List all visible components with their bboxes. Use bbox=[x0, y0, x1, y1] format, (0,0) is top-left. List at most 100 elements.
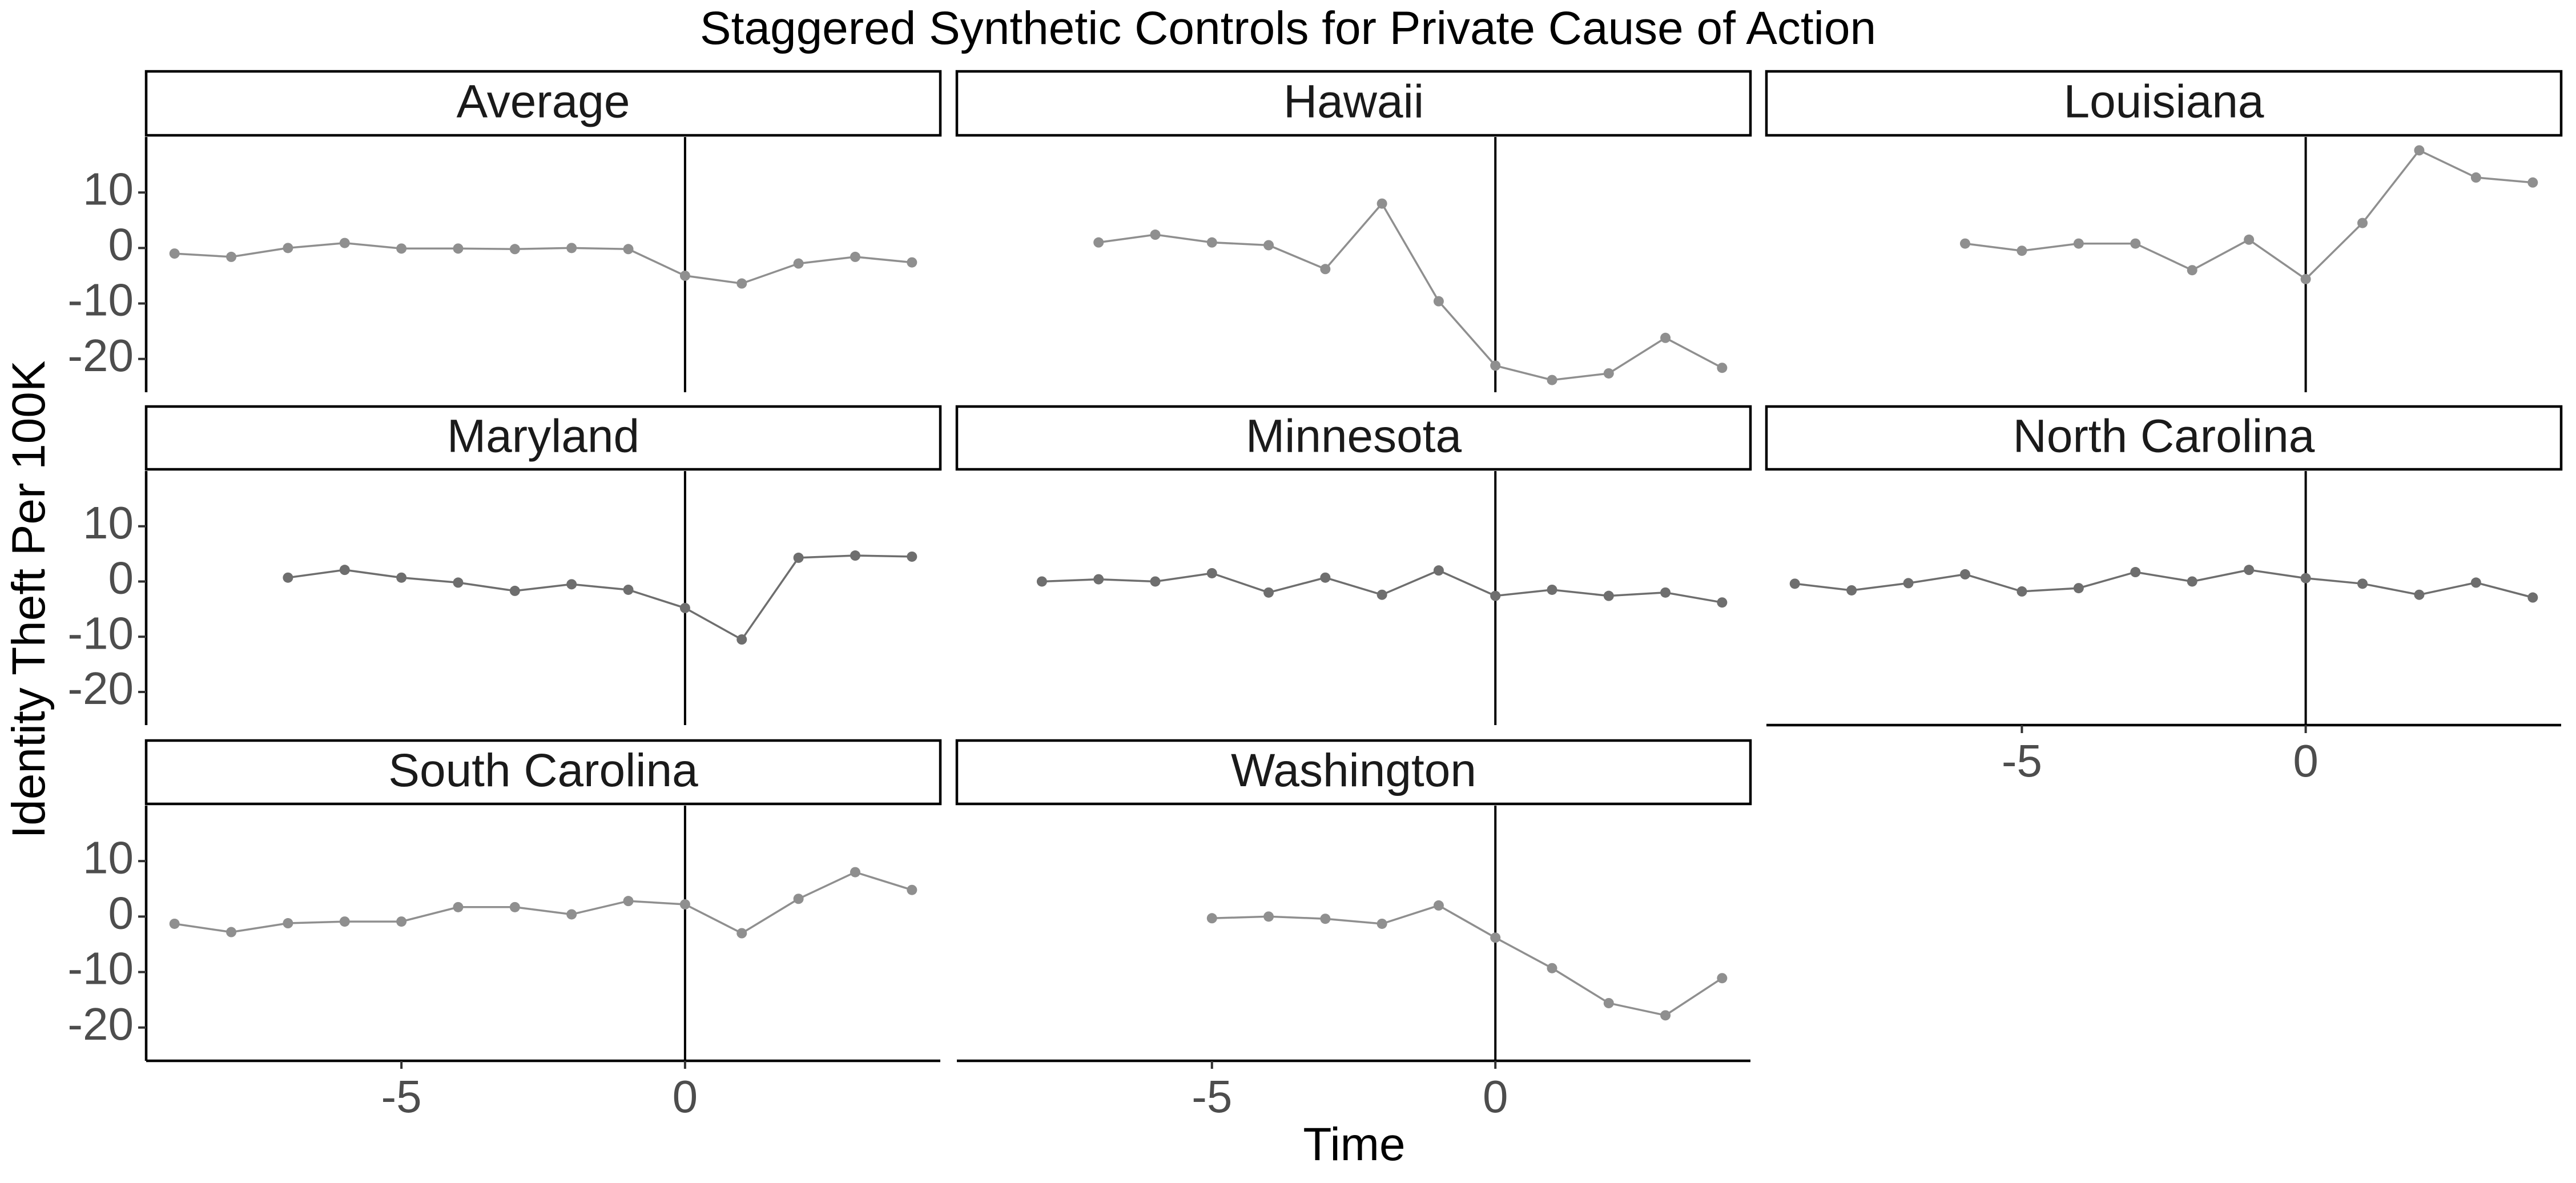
data-point bbox=[2414, 589, 2425, 600]
data-point bbox=[1093, 237, 1104, 248]
x-tick-label: 0 bbox=[673, 1071, 698, 1122]
data-point bbox=[2357, 218, 2368, 228]
data-point bbox=[1660, 332, 1671, 343]
data-point bbox=[283, 243, 293, 254]
data-point bbox=[793, 258, 804, 269]
data-point bbox=[1846, 585, 1857, 595]
data-point bbox=[623, 584, 634, 595]
data-point bbox=[1376, 918, 1387, 929]
data-point bbox=[2414, 145, 2425, 156]
series-line-average bbox=[174, 242, 912, 285]
panel-louisiana: Louisiana bbox=[1765, 70, 2563, 392]
strip-washington bbox=[955, 739, 1752, 806]
strip-label-average: Average bbox=[457, 76, 630, 128]
data-point bbox=[566, 579, 577, 590]
data-point bbox=[1263, 911, 1274, 922]
strip-maryland bbox=[144, 405, 942, 471]
data-point bbox=[1660, 587, 1671, 598]
data-point bbox=[169, 918, 180, 929]
data-point bbox=[339, 916, 350, 927]
data-point bbox=[2016, 586, 2027, 597]
data-point bbox=[850, 550, 860, 561]
data-point bbox=[793, 894, 804, 904]
data-point bbox=[1376, 589, 1387, 600]
data-point bbox=[1320, 264, 1331, 275]
data-point bbox=[1376, 198, 1387, 209]
data-point bbox=[1320, 914, 1331, 924]
data-point bbox=[623, 896, 634, 907]
y-tick-label: 10 bbox=[83, 832, 134, 883]
data-point bbox=[509, 902, 520, 912]
data-point bbox=[226, 251, 237, 262]
data-point bbox=[1717, 363, 1728, 373]
data-point bbox=[907, 884, 917, 895]
y-tick-label: 0 bbox=[108, 219, 134, 269]
data-point bbox=[1490, 932, 1501, 943]
strip-hawaii bbox=[955, 70, 1752, 137]
strip-label-minnesota: Minnesota bbox=[1246, 411, 1462, 462]
strip-minnesota bbox=[955, 405, 1752, 471]
data-point bbox=[1433, 565, 1444, 576]
x-tick-label: 0 bbox=[1483, 1071, 1508, 1122]
y-tick-label: -20 bbox=[67, 330, 134, 381]
data-point bbox=[623, 244, 634, 255]
data-point bbox=[453, 243, 464, 254]
data-point bbox=[283, 918, 293, 929]
data-point bbox=[1603, 368, 1614, 379]
data-point bbox=[736, 928, 747, 939]
data-point bbox=[1960, 569, 1970, 580]
data-point bbox=[1547, 375, 1557, 385]
data-point bbox=[1547, 584, 1557, 595]
data-point bbox=[2187, 576, 2197, 587]
data-point bbox=[566, 909, 577, 920]
data-point bbox=[2073, 583, 2084, 594]
data-point bbox=[1263, 240, 1274, 251]
data-point bbox=[850, 867, 860, 878]
data-point bbox=[169, 248, 180, 259]
y-tick-label: -10 bbox=[67, 943, 134, 994]
data-point bbox=[1093, 574, 1104, 585]
data-point bbox=[1490, 590, 1501, 601]
data-point bbox=[1206, 913, 1217, 924]
data-point bbox=[2527, 177, 2538, 188]
data-point bbox=[1150, 230, 1161, 240]
data-point bbox=[2016, 246, 2027, 256]
data-point bbox=[1660, 1010, 1671, 1021]
strip-louisiana bbox=[1765, 70, 2563, 137]
data-point bbox=[679, 899, 690, 910]
strip-label-washington: Washington bbox=[1231, 745, 1476, 796]
data-point bbox=[1206, 237, 1217, 248]
series-line-north-carolina bbox=[1794, 569, 2533, 599]
panel-hawaii: Hawaii bbox=[955, 70, 1752, 392]
data-point bbox=[1603, 590, 1614, 601]
y-axis-title: Identity Theft Per 100K bbox=[3, 360, 55, 838]
data-point bbox=[736, 278, 747, 289]
data-point bbox=[566, 243, 577, 254]
data-point bbox=[679, 270, 690, 281]
data-point bbox=[2130, 567, 2141, 578]
series-line-washington bbox=[1211, 904, 1723, 1017]
data-point bbox=[453, 577, 464, 588]
y-tick-label: -10 bbox=[67, 607, 134, 658]
data-point bbox=[339, 565, 350, 576]
data-point bbox=[793, 552, 804, 563]
series-line-maryland bbox=[288, 554, 912, 641]
series-line-louisiana bbox=[1965, 149, 2533, 281]
x-tick-label: -5 bbox=[1192, 1071, 1232, 1122]
data-point bbox=[1433, 900, 1444, 911]
data-point bbox=[1490, 360, 1501, 371]
data-point bbox=[1150, 576, 1161, 587]
data-point bbox=[396, 243, 407, 254]
data-point bbox=[509, 244, 520, 255]
data-point bbox=[1263, 587, 1274, 598]
strip-label-louisiana: Louisiana bbox=[2063, 76, 2264, 128]
data-point bbox=[453, 902, 464, 912]
x-tick-label: -5 bbox=[381, 1071, 422, 1122]
data-point bbox=[1433, 296, 1444, 307]
y-tick-label: 0 bbox=[108, 553, 134, 603]
data-point bbox=[1717, 597, 1728, 608]
chart-title: Staggered Synthetic Controls for Private… bbox=[700, 2, 1876, 54]
strip-label-maryland: Maryland bbox=[447, 411, 639, 462]
